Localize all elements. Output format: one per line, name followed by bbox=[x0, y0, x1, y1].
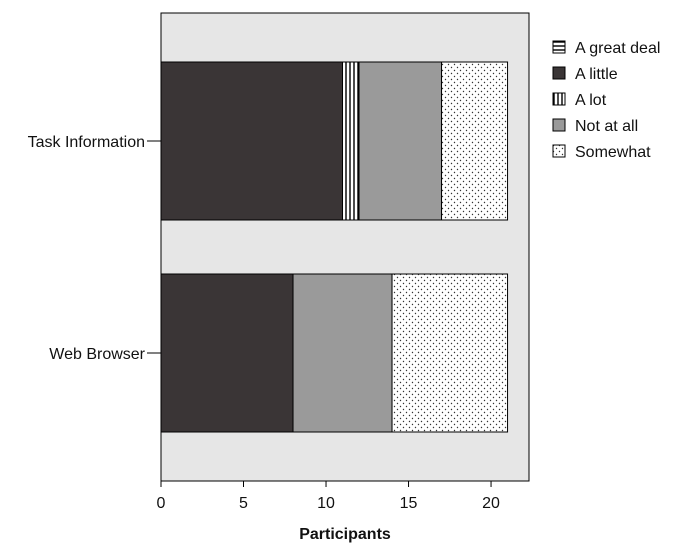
bar-segment-0-0 bbox=[160, 61, 344, 221]
x-tick-label: 15 bbox=[400, 495, 418, 512]
bar-segment-0-2 bbox=[358, 61, 443, 221]
legend-label: Not at all bbox=[575, 118, 638, 135]
x-tick-label: 0 bbox=[157, 495, 166, 512]
bar-segment-1-2 bbox=[292, 273, 393, 433]
legend-label: A lot bbox=[575, 92, 607, 109]
bar-segment-1-0 bbox=[160, 273, 294, 433]
x-tick-label: 5 bbox=[239, 495, 248, 512]
legend-label: A great deal bbox=[575, 40, 660, 57]
legend-swatch bbox=[552, 66, 566, 80]
legend: A great deal A little A lot Not at all Somew… bbox=[552, 40, 660, 161]
x-tick-label: 20 bbox=[482, 495, 500, 512]
bar-segment-0-1 bbox=[342, 61, 360, 221]
legend-swatch bbox=[552, 118, 566, 132]
legend-swatch bbox=[552, 144, 566, 158]
legend-swatch bbox=[552, 92, 566, 106]
x-axis-title: Participants bbox=[299, 526, 391, 543]
bars-group bbox=[160, 61, 509, 433]
legend-label: Somewhat bbox=[575, 144, 651, 161]
legend-swatch bbox=[552, 40, 566, 54]
bar-segment-0-3 bbox=[441, 61, 509, 221]
axes-group: Task Information Web Browser 0 5 10 15 20 bbox=[28, 134, 500, 512]
bar-segment-1-3 bbox=[391, 273, 509, 433]
y-tick-label: Task Information bbox=[28, 134, 145, 151]
legend-label: A little bbox=[575, 66, 618, 83]
y-tick-label: Web Browser bbox=[49, 346, 145, 363]
x-tick-label: 10 bbox=[317, 495, 335, 512]
